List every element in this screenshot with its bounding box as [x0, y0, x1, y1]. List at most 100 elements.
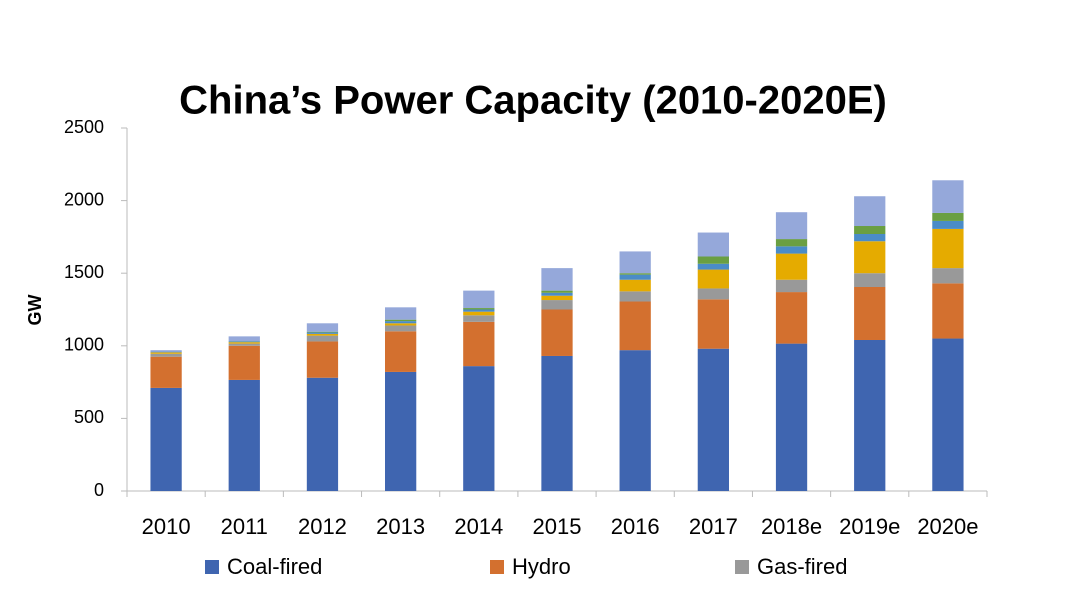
legend-swatch: [735, 560, 749, 574]
bar-segment: [385, 371, 417, 491]
x-tick-label: 2016: [611, 514, 660, 539]
bar-segment: [463, 290, 495, 309]
bar-segment: [775, 212, 808, 240]
x-tick-label: 2014: [454, 514, 503, 539]
bar-segment: [619, 273, 651, 275]
bar-segment: [854, 286, 886, 340]
bar-segment: [385, 323, 417, 326]
bar-segment: [150, 350, 182, 352]
bar-segment: [854, 273, 886, 287]
bar-segment: [619, 251, 651, 274]
bar-segment: [775, 246, 808, 254]
bar-segment: [932, 228, 964, 269]
bar-segment: [463, 311, 495, 316]
bar-segment: [541, 290, 573, 293]
y-tick-label: 2500: [64, 117, 104, 137]
bar-segment: [150, 356, 182, 388]
bar-segment: [150, 352, 182, 354]
bar-segment: [854, 226, 886, 234]
bar-segment: [463, 308, 495, 310]
bar-segment: [932, 283, 964, 339]
x-tick-label: 2010: [142, 514, 191, 539]
x-tick-label: 2012: [298, 514, 347, 539]
bar-segment: [697, 348, 729, 491]
bar-segment: [932, 180, 964, 213]
y-tick-label: 1000: [64, 335, 104, 355]
bar-segment: [463, 315, 495, 322]
bar-segment: [854, 241, 886, 274]
bar-segment: [854, 196, 886, 227]
bar-segment: [619, 301, 651, 351]
legend-label: Hydro: [512, 554, 571, 579]
bar-segment: [385, 321, 417, 324]
bar-segment: [385, 307, 417, 320]
bar-segment: [775, 279, 808, 293]
bar-segment: [619, 279, 651, 292]
bar-segment: [306, 332, 339, 334]
bar-segment: [228, 345, 260, 380]
bar-segment: [306, 333, 339, 336]
bar-segment: [306, 331, 339, 333]
y-axis-label: GW: [25, 294, 45, 325]
x-tick-label: 2013: [376, 514, 425, 539]
bar-segment: [541, 268, 573, 291]
bar-segment: [306, 341, 339, 378]
bar-segment: [697, 256, 729, 264]
bar-segment: [228, 341, 260, 343]
chart-title: China’s Power Capacity (2010-2020E): [179, 79, 887, 123]
bar-segment: [306, 377, 339, 491]
x-tick-label: 2018e: [761, 514, 822, 539]
bar-segment: [541, 292, 573, 296]
bar-segment: [385, 319, 417, 322]
bar-segment: [775, 292, 808, 344]
bar-segment: [697, 288, 729, 300]
bar-segment: [463, 366, 495, 491]
bar-segment: [150, 387, 182, 491]
y-tick-label: 0: [94, 480, 104, 500]
x-tick-label: 2015: [533, 514, 582, 539]
bar-segment: [541, 309, 573, 356]
bar-segment: [697, 263, 729, 270]
bar-segment: [306, 335, 339, 342]
bar-segment: [932, 268, 964, 284]
y-tick-label: 1500: [64, 262, 104, 282]
x-tick-label: 2020e: [917, 514, 978, 539]
bar-segment: [697, 269, 729, 289]
x-tick-label: 2011: [221, 514, 268, 539]
bar-segment: [150, 351, 182, 353]
x-tick-label: 2017: [689, 514, 738, 539]
bar-segment: [697, 232, 729, 257]
bar-segment: [228, 379, 260, 491]
bar-segment: [619, 274, 651, 280]
bar-segment: [541, 300, 573, 310]
bar-segment: [775, 343, 808, 491]
bar-segment: [228, 343, 260, 346]
bar-segment: [228, 342, 260, 344]
y-tick-label: 2000: [64, 189, 104, 209]
legend-label: Coal-fired: [227, 554, 322, 579]
bar-segment: [932, 338, 964, 491]
bar-segment: [619, 350, 651, 491]
bar-segment: [932, 212, 964, 221]
bar-segment: [775, 253, 808, 280]
x-tick-label: 2019e: [839, 514, 900, 539]
bar-segment: [150, 353, 182, 357]
bar-segment: [854, 233, 886, 242]
bar-segment: [932, 220, 964, 229]
bar-segment: [228, 336, 260, 342]
bar-segment: [541, 295, 573, 301]
bar-segment: [775, 239, 808, 247]
y-tick-label: 500: [74, 407, 104, 427]
bar-segment: [697, 299, 729, 349]
legend-label: Gas-fired: [757, 554, 847, 579]
bar-segment: [854, 339, 886, 491]
bar-segment: [463, 321, 495, 367]
legend-swatch: [490, 560, 504, 574]
bar-segment: [306, 323, 339, 332]
bar-segment: [385, 325, 417, 332]
bar-segment: [385, 331, 417, 372]
legend-swatch: [205, 560, 219, 574]
bar-segment: [619, 291, 651, 302]
bar-segment: [541, 355, 573, 491]
